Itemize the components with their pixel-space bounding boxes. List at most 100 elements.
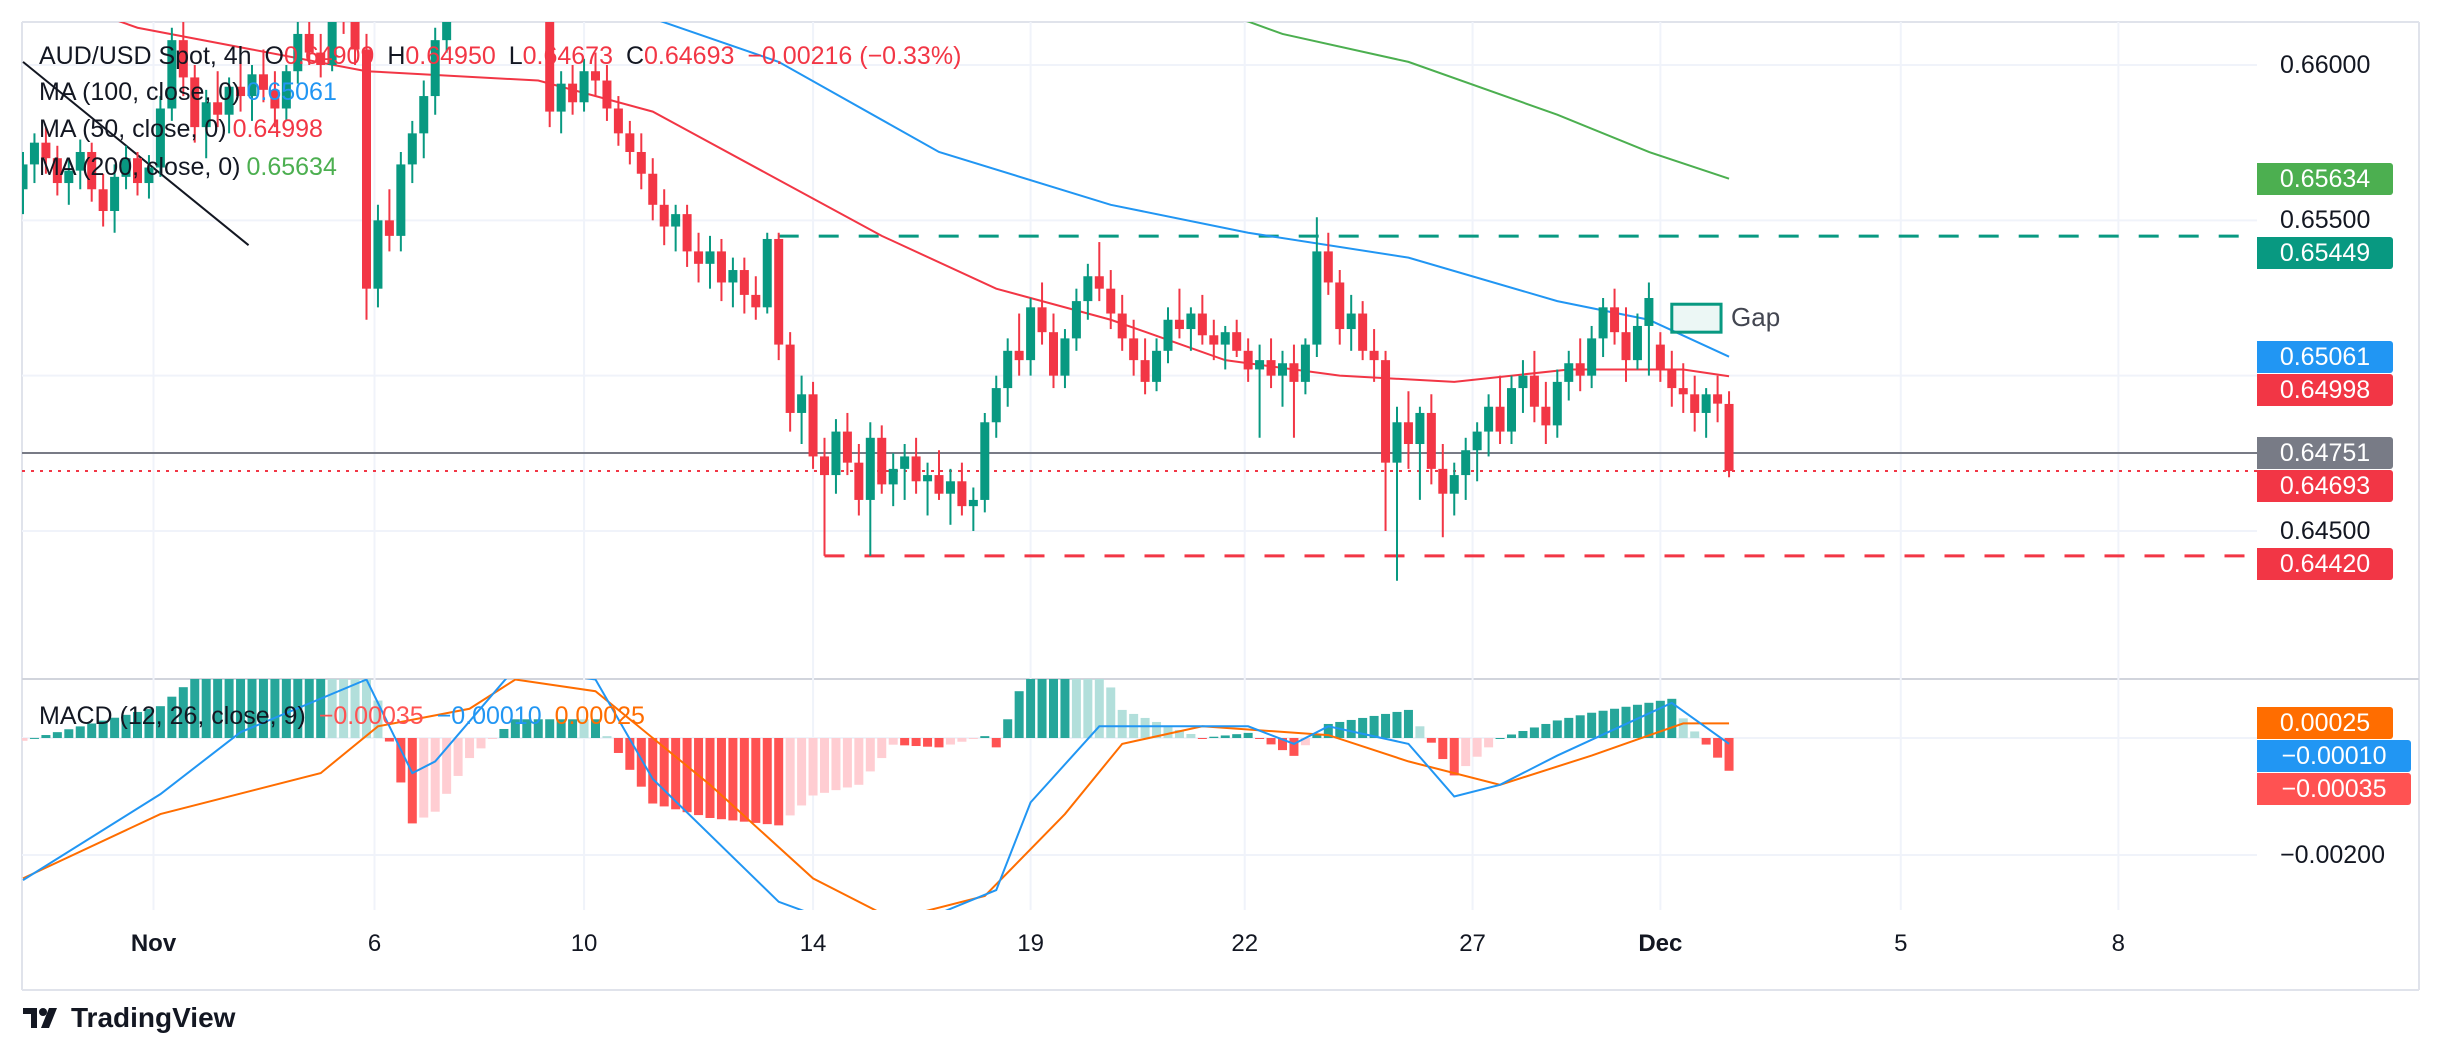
candle bbox=[1529, 350, 1539, 423]
tradingview-logo[interactable]: TradingView bbox=[23, 1002, 235, 1034]
candle bbox=[785, 332, 795, 432]
candle bbox=[1323, 232, 1333, 295]
candle-body bbox=[739, 270, 749, 295]
macd-histogram-bar bbox=[87, 723, 97, 738]
macd-histogram-bar bbox=[121, 714, 131, 738]
macd-histogram-bar bbox=[64, 729, 74, 738]
price-badge: 0.64751 bbox=[2257, 437, 2393, 470]
candle-body bbox=[671, 214, 681, 227]
macd-histogram-bar bbox=[22, 738, 28, 741]
macd-histogram-bar bbox=[510, 719, 520, 738]
macd-histogram-bar bbox=[442, 738, 452, 794]
candle bbox=[133, 151, 142, 196]
candle-body bbox=[87, 151, 97, 190]
candle bbox=[1140, 338, 1150, 395]
macd-histogram-bar bbox=[934, 738, 944, 748]
candle bbox=[1037, 282, 1047, 345]
candle bbox=[1209, 319, 1219, 361]
candle bbox=[762, 232, 772, 314]
macd-histogram-bar bbox=[728, 738, 738, 821]
candle bbox=[1484, 394, 1494, 457]
candle bbox=[1243, 338, 1253, 382]
candle-body bbox=[831, 431, 841, 476]
macd-histogram-bar bbox=[1713, 738, 1723, 758]
candle bbox=[751, 276, 761, 320]
macd-histogram-bar bbox=[854, 738, 864, 785]
macd-histogram-bar bbox=[1610, 708, 1620, 738]
macd-histogram-bar bbox=[774, 738, 784, 826]
candle bbox=[1587, 325, 1597, 389]
macd-histogram-bar bbox=[980, 736, 990, 738]
macd-histogram-bar bbox=[1106, 687, 1116, 738]
ma200-legend[interactable]: MA (200, close, 0) 0.65634 bbox=[39, 152, 343, 182]
candle-body bbox=[75, 151, 85, 171]
candle-body bbox=[22, 164, 28, 190]
candle bbox=[1415, 406, 1425, 500]
candle bbox=[1083, 263, 1093, 320]
ma50-legend[interactable]: MA (50, close, 0) 0.64998 bbox=[39, 114, 329, 144]
candle-body bbox=[900, 456, 910, 469]
macd-histogram-bar bbox=[1495, 738, 1505, 739]
candle bbox=[1197, 294, 1207, 345]
macd-histogram-bar bbox=[1358, 717, 1368, 738]
candle-body bbox=[419, 96, 429, 134]
candle bbox=[1495, 375, 1505, 445]
candle bbox=[1598, 298, 1608, 358]
candle bbox=[1266, 338, 1276, 389]
candle-body bbox=[694, 251, 704, 264]
macd-histogram-bar bbox=[201, 679, 211, 738]
macd-histogram-bar bbox=[1037, 679, 1047, 738]
candle-body bbox=[1266, 360, 1276, 376]
candle bbox=[911, 437, 921, 494]
macd-histogram-bar bbox=[1278, 738, 1287, 751]
candle-body bbox=[1632, 325, 1642, 361]
candle-body bbox=[1220, 332, 1230, 345]
macd-histogram-bar bbox=[1232, 734, 1242, 738]
candle bbox=[648, 158, 658, 221]
candle-body bbox=[1644, 298, 1654, 326]
candle bbox=[293, 22, 303, 84]
candle-body bbox=[270, 89, 280, 109]
candle-body bbox=[1484, 406, 1494, 432]
candle-body bbox=[1323, 251, 1333, 283]
macd-histogram-bar bbox=[1632, 704, 1642, 738]
candle-body bbox=[877, 437, 887, 485]
candle bbox=[1724, 391, 1734, 478]
candle bbox=[968, 487, 978, 532]
macd-histogram-bar bbox=[556, 719, 566, 738]
macd-histogram-bar bbox=[636, 738, 646, 787]
candle bbox=[342, 22, 345, 34]
macd-histogram-bar bbox=[1472, 738, 1482, 757]
macd-histogram-bar bbox=[751, 738, 761, 823]
candle-body bbox=[728, 270, 738, 283]
candle bbox=[1152, 338, 1162, 392]
candle bbox=[1312, 217, 1322, 358]
candle-body bbox=[1449, 475, 1459, 494]
candle-body bbox=[865, 437, 875, 500]
candle-body bbox=[407, 133, 417, 165]
macd-histogram-bar bbox=[190, 679, 200, 738]
candle bbox=[1174, 288, 1184, 339]
candle-body bbox=[1358, 313, 1368, 351]
time-axis-label: 8 bbox=[2111, 930, 2126, 957]
candle bbox=[1632, 313, 1642, 370]
candle-body bbox=[625, 133, 635, 152]
price-badge: 0.65634 bbox=[2257, 162, 2393, 195]
candle bbox=[1346, 294, 1356, 351]
ma100-legend[interactable]: MA (100, close, 0) 0.65061 bbox=[39, 77, 343, 107]
macd-histogram-bar bbox=[304, 679, 314, 738]
candle bbox=[281, 65, 291, 121]
macd-histogram-bar bbox=[1529, 727, 1539, 738]
candle bbox=[384, 189, 394, 252]
macd-legend[interactable]: MACD (12, 26, close, 9) −0.00035 −0.0001… bbox=[39, 701, 651, 731]
macd-histogram-bar bbox=[1186, 733, 1196, 738]
candle bbox=[1610, 288, 1620, 345]
candle bbox=[1564, 350, 1574, 401]
macd-histogram-bar bbox=[1140, 717, 1150, 738]
macd-histogram-bar bbox=[224, 679, 234, 738]
price-badge: 0.64420 bbox=[2257, 548, 2393, 580]
change-value: −0.00216 (−0.33%) bbox=[747, 42, 962, 70]
macd-histogram-bar bbox=[968, 738, 978, 739]
candle-body bbox=[1186, 313, 1196, 330]
